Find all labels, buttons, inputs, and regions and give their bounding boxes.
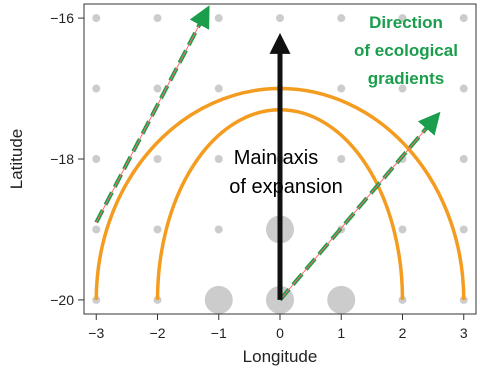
gradient-annotation-line3: gradients — [368, 69, 445, 88]
grid-point — [153, 84, 162, 93]
gradient-arrows — [94, 5, 441, 302]
grid-point — [92, 155, 101, 163]
grid-point — [92, 14, 101, 23]
grid-point — [398, 84, 407, 93]
grid-point — [459, 225, 468, 234]
y-axis-title: Latitude — [7, 129, 26, 190]
gradient-annotation-line1: Direction — [369, 13, 443, 32]
grid-point — [398, 14, 407, 23]
y-tick-label: −20 — [50, 292, 74, 308]
y-tick-label: −16 — [50, 10, 74, 26]
grid-point — [337, 14, 346, 23]
grid-point — [214, 14, 223, 23]
y-tick-label: −18 — [50, 151, 74, 167]
x-tick-label: 1 — [337, 325, 345, 341]
x-axis-title: Longitude — [243, 347, 318, 366]
main-axis-annotation-line2: of expansion — [229, 176, 342, 198]
x-tick-label: −3 — [88, 325, 104, 341]
x-tick-label: −2 — [150, 325, 166, 341]
grid-point — [153, 225, 162, 234]
x-tick-label: 2 — [399, 325, 407, 341]
large-point — [204, 285, 233, 314]
gradient-arrow-inner-line — [279, 129, 426, 301]
large-point — [327, 285, 356, 314]
y-axis: −20 −18 −16 — [50, 10, 84, 308]
x-tick-label: 3 — [460, 325, 468, 341]
grid-point — [459, 14, 468, 23]
main-axis-annotation-line1: Main axis — [234, 147, 318, 169]
grid-point — [459, 84, 468, 93]
grid-point — [276, 14, 284, 23]
grid-point — [214, 84, 223, 93]
x-tick-label: 0 — [276, 325, 284, 341]
x-axis: −3 −2 −1 0 1 2 3 — [88, 314, 468, 341]
grid-point — [92, 84, 101, 93]
gradient-arrow-inner-line — [95, 25, 200, 223]
grid-point — [398, 225, 407, 234]
grid-point — [337, 84, 346, 93]
x-tick-label: −1 — [211, 325, 227, 341]
grid-point — [459, 155, 468, 163]
grid-point — [337, 155, 346, 163]
grid-point — [153, 14, 162, 23]
grid-point — [92, 225, 101, 234]
grid-point — [153, 155, 162, 163]
gradient-annotation-line2: of ecological — [354, 41, 458, 60]
grid-point — [214, 155, 223, 163]
grid-point — [214, 225, 223, 234]
